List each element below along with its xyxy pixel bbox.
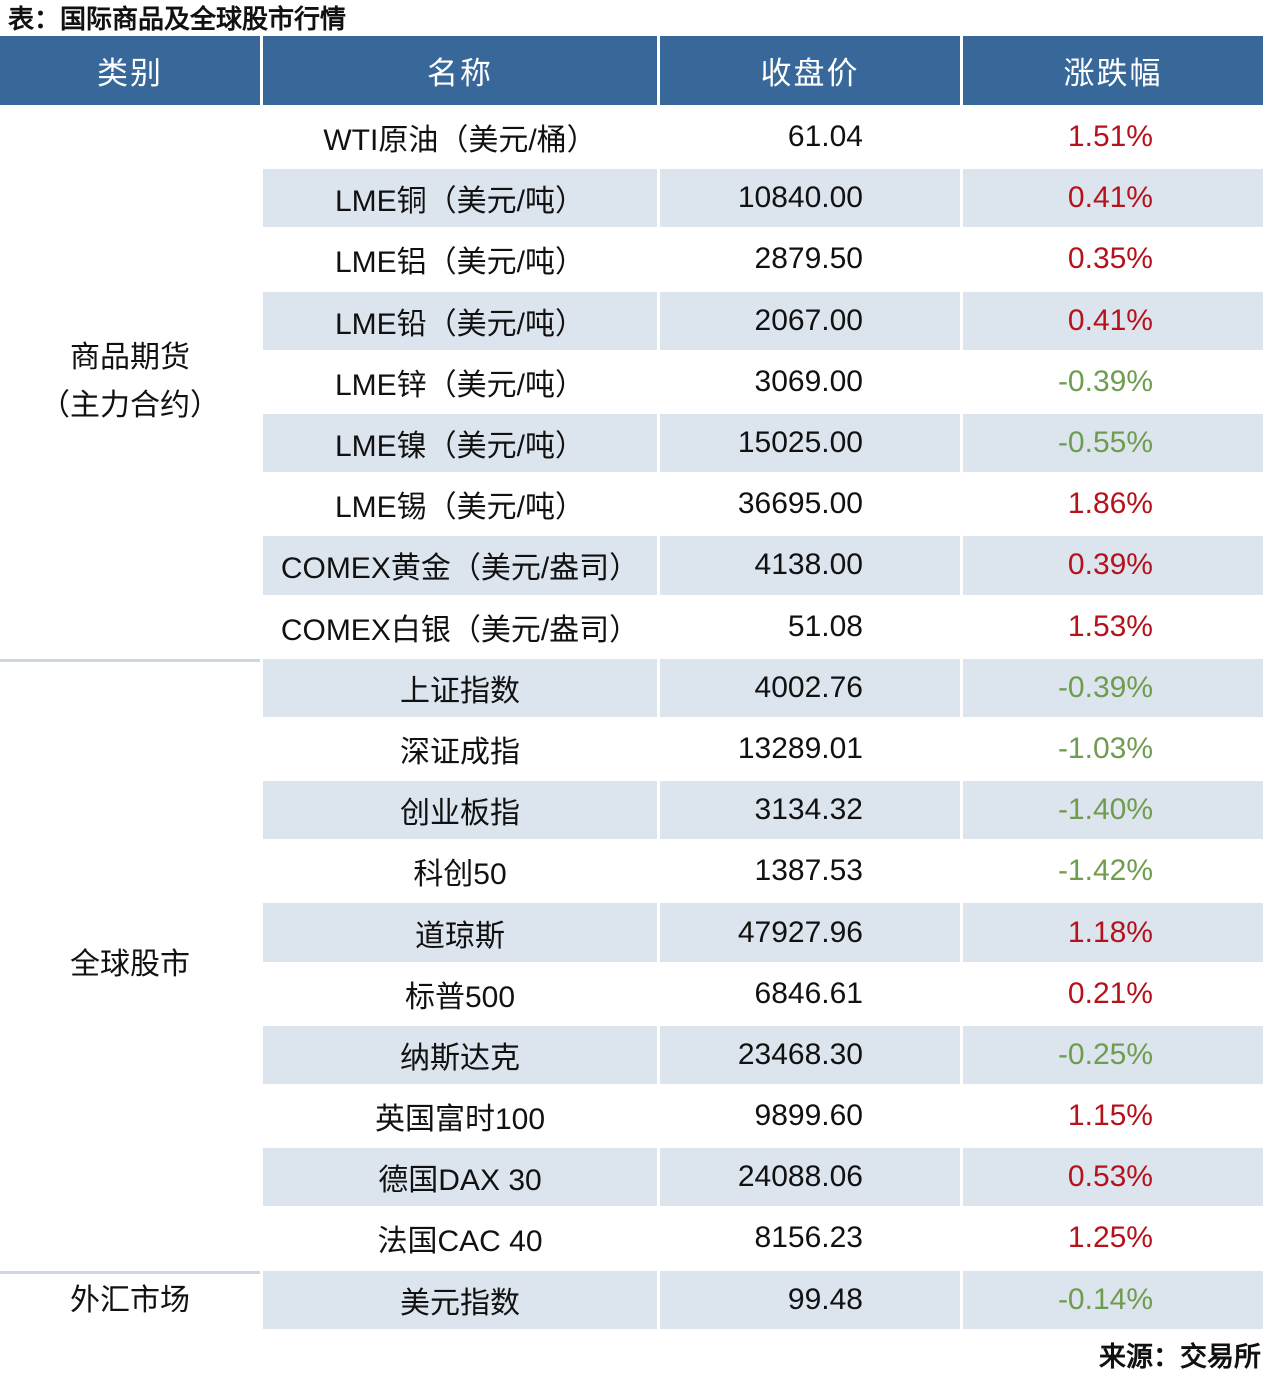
change-cell: -0.39% bbox=[960, 658, 1263, 720]
change-cell: 0.41% bbox=[960, 169, 1263, 231]
close-cell: 3069.00 bbox=[657, 352, 960, 414]
change-cell: 1.53% bbox=[960, 597, 1263, 659]
close-cell: 36695.00 bbox=[657, 475, 960, 537]
name-cell: LME锌（美元/吨） bbox=[260, 352, 657, 414]
name-cell: 深证成指 bbox=[260, 719, 657, 782]
name-cell: 创业板指 bbox=[260, 781, 657, 843]
name-cell: 法国CAC 40 bbox=[260, 1209, 657, 1271]
change-cell: 0.39% bbox=[960, 536, 1263, 598]
change-cell: 1.51% bbox=[960, 108, 1263, 170]
close-cell: 23468.30 bbox=[657, 1025, 960, 1087]
change-cell: -0.14% bbox=[960, 1270, 1263, 1332]
column-header-name: 名称 bbox=[260, 36, 657, 108]
category-label-line2: （主力合约） bbox=[40, 388, 220, 422]
close-cell: 24088.06 bbox=[657, 1148, 960, 1210]
close-cell: 47927.96 bbox=[657, 903, 960, 965]
market-table: 类别 名称 收盘价 涨跌幅 商品期货 （主力合约） 全球股市 外汇市场 WTI原… bbox=[0, 36, 1263, 1332]
table-title: 表：国际商品及全球股市行情 bbox=[8, 4, 347, 34]
close-cell: 99.48 bbox=[657, 1270, 960, 1332]
name-cell: 标普500 bbox=[260, 964, 657, 1026]
name-cell: 道琼斯 bbox=[260, 903, 657, 965]
name-cell: LME锡（美元/吨） bbox=[260, 475, 657, 537]
close-cell: 8156.23 bbox=[657, 1209, 960, 1271]
change-cell: -1.42% bbox=[960, 842, 1263, 904]
category-cell-fx-market: 外汇市场 bbox=[0, 1270, 260, 1332]
source-note: 来源：交易所 bbox=[1099, 1341, 1261, 1372]
change-cell: -0.25% bbox=[960, 1025, 1263, 1087]
name-cell: LME铜（美元/吨） bbox=[260, 169, 657, 231]
category-label: 外汇市场 bbox=[70, 1284, 190, 1318]
change-cell: 0.35% bbox=[960, 230, 1263, 292]
change-cell: -1.40% bbox=[960, 781, 1263, 843]
change-cell: -1.03% bbox=[960, 719, 1263, 782]
close-cell: 15025.00 bbox=[657, 413, 960, 476]
change-cell: 1.18% bbox=[960, 903, 1263, 965]
name-cell: COMEX黄金（美元/盎司） bbox=[260, 536, 657, 598]
close-cell: 4138.00 bbox=[657, 536, 960, 598]
close-cell: 3134.32 bbox=[657, 781, 960, 843]
close-cell: 13289.01 bbox=[657, 719, 960, 782]
name-cell: 英国富时100 bbox=[260, 1087, 657, 1149]
name-cell: WTI原油（美元/桶） bbox=[260, 108, 657, 170]
category-label: 全球股市 bbox=[70, 947, 190, 981]
close-cell: 9899.60 bbox=[657, 1087, 960, 1149]
name-cell: 科创50 bbox=[260, 842, 657, 904]
name-cell: LME铅（美元/吨） bbox=[260, 291, 657, 353]
category-cell-global-stocks: 全球股市 bbox=[0, 658, 260, 1271]
category-label: 商品期货 bbox=[70, 340, 190, 374]
change-cell: 1.15% bbox=[960, 1087, 1263, 1149]
name-cell: LME铝（美元/吨） bbox=[260, 230, 657, 292]
name-cell: 美元指数 bbox=[260, 1270, 657, 1332]
close-cell: 10840.00 bbox=[657, 169, 960, 231]
close-cell: 61.04 bbox=[657, 108, 960, 170]
name-cell: LME镍（美元/吨） bbox=[260, 413, 657, 476]
change-cell: -0.55% bbox=[960, 413, 1263, 476]
name-cell: 上证指数 bbox=[260, 658, 657, 720]
change-cell: 0.41% bbox=[960, 291, 1263, 353]
change-cell: 0.53% bbox=[960, 1148, 1263, 1210]
change-cell: 1.86% bbox=[960, 475, 1263, 537]
name-cell: COMEX白银（美元/盎司） bbox=[260, 597, 657, 659]
category-cell-commodity-futures: 商品期货 （主力合约） bbox=[0, 108, 260, 659]
name-cell: 德国DAX 30 bbox=[260, 1148, 657, 1210]
close-cell: 2879.50 bbox=[657, 230, 960, 292]
name-cell: 纳斯达克 bbox=[260, 1025, 657, 1087]
change-cell: 1.25% bbox=[960, 1209, 1263, 1271]
close-cell: 51.08 bbox=[657, 597, 960, 659]
change-cell: 0.21% bbox=[960, 964, 1263, 1026]
close-cell: 2067.00 bbox=[657, 291, 960, 353]
column-header-change: 涨跌幅 bbox=[960, 36, 1263, 108]
change-cell: -0.39% bbox=[960, 352, 1263, 414]
column-header-category: 类别 bbox=[0, 36, 260, 108]
close-cell: 4002.76 bbox=[657, 658, 960, 720]
column-header-close: 收盘价 bbox=[657, 36, 960, 108]
close-cell: 1387.53 bbox=[657, 842, 960, 904]
close-cell: 6846.61 bbox=[657, 964, 960, 1026]
